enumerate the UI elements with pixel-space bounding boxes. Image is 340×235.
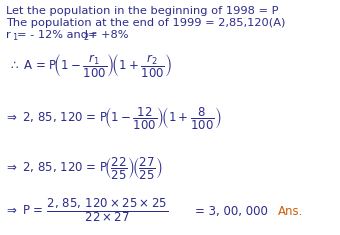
Text: = +8%: = +8% (88, 30, 129, 40)
Text: $\Rightarrow$ P = $\dfrac{\mathsf{2,\,85,\,120 \times 25 \times 25}}{22 \times 2: $\Rightarrow$ P = $\dfrac{\mathsf{2,\,85… (4, 197, 168, 224)
Text: Let the population in the beginning of 1998 = P: Let the population in the beginning of 1… (6, 6, 278, 16)
Text: The population at the end of 1999 = 2,85,120(A): The population at the end of 1999 = 2,85… (6, 18, 285, 28)
Text: = 3, 00, 000: = 3, 00, 000 (195, 205, 268, 218)
Text: $\Rightarrow$ 2, 85, 120 = P$\!\left(\dfrac{22}{25}\right)\!\left(\dfrac{27}{25}: $\Rightarrow$ 2, 85, 120 = P$\!\left(\df… (4, 155, 163, 181)
Text: r: r (6, 30, 11, 40)
Text: 2: 2 (83, 33, 88, 42)
Text: 1: 1 (12, 33, 17, 42)
Text: Ans.: Ans. (278, 205, 303, 218)
Text: = - 12% and r: = - 12% and r (17, 30, 96, 40)
Text: $\therefore\;$A = P$\!\left(1-\dfrac{r_1}{100}\right)\!\left(1+\dfrac{r_2}{100}\: $\therefore\;$A = P$\!\left(1-\dfrac{r_1… (8, 53, 172, 80)
Text: $\Rightarrow$ 2, 85, 120 = P$\!\left(1-\dfrac{12}{100}\right)\!\left(1+\dfrac{8}: $\Rightarrow$ 2, 85, 120 = P$\!\left(1-\… (4, 105, 221, 131)
